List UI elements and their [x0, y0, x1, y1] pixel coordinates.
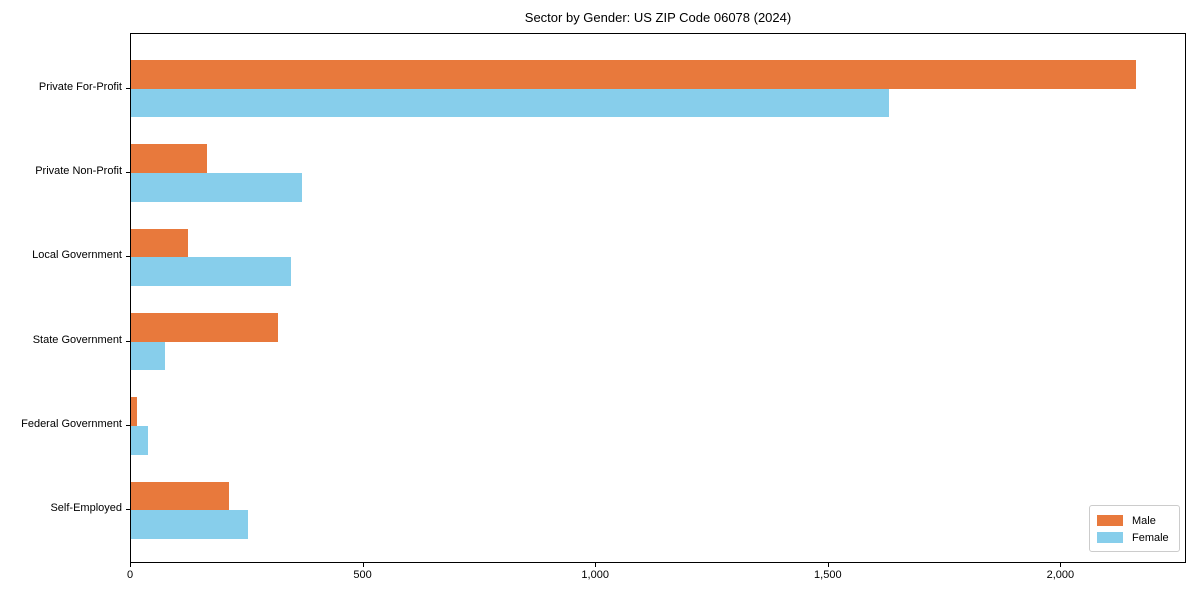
- bar-female-2: [131, 257, 291, 286]
- legend-item-male: Male: [1097, 512, 1179, 529]
- x-tick-mark: [362, 563, 364, 567]
- y-tick-label: Private For-Profit: [38, 80, 122, 93]
- bar-female-0: [131, 88, 890, 118]
- plot-area: [130, 33, 1186, 563]
- legend: Male Female: [1089, 505, 1180, 552]
- y-tick-mark: [126, 509, 130, 511]
- bar-female-3: [131, 341, 166, 371]
- y-tick-label: Private Non-Profit: [35, 165, 122, 178]
- y-tick-mark: [126, 424, 130, 426]
- legend-item-female: Female: [1097, 529, 1179, 546]
- bar-male-1: [131, 144, 207, 173]
- y-tick-mark: [126, 172, 130, 174]
- y-tick-label: Local Government: [32, 249, 122, 262]
- x-tick-mark: [1060, 563, 1062, 567]
- legend-label-male: Male: [1132, 514, 1156, 527]
- y-tick-label: State Government: [32, 333, 122, 346]
- chart-title: Sector by Gender: US ZIP Code 06078 (202…: [524, 10, 792, 25]
- legend-label-female: Female: [1132, 531, 1169, 544]
- y-tick-label: Federal Government: [21, 417, 122, 430]
- bar-male-4: [131, 397, 137, 426]
- bar-male-3: [131, 313, 278, 342]
- y-tick-mark: [126, 340, 130, 342]
- x-tick-label: 500: [353, 569, 372, 581]
- bar-male-5: [131, 481, 229, 511]
- x-tick-mark: [130, 563, 131, 567]
- x-tick-label: 1,000: [581, 569, 609, 581]
- x-tick-label: 1,500: [814, 569, 842, 581]
- legend-swatch-female: [1097, 532, 1123, 543]
- bar-female-1: [131, 173, 302, 202]
- y-tick-mark: [126, 256, 130, 258]
- bar-female-5: [131, 510, 249, 539]
- y-tick-mark: [126, 87, 130, 89]
- y-tick-label: Self-Employed: [50, 502, 122, 515]
- x-tick-label: 2,000: [1046, 569, 1075, 581]
- legend-swatch-male: [1097, 515, 1123, 526]
- bar-female-4: [131, 426, 149, 455]
- x-tick-label: 0: [126, 569, 134, 581]
- x-tick-mark: [595, 563, 597, 567]
- bar-male-2: [131, 228, 188, 258]
- x-tick-mark: [827, 563, 829, 567]
- bar-male-0: [131, 60, 1136, 89]
